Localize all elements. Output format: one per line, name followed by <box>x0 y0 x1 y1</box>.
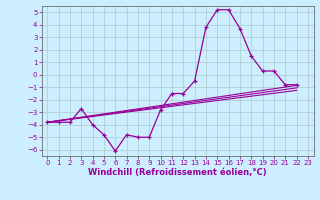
X-axis label: Windchill (Refroidissement éolien,°C): Windchill (Refroidissement éolien,°C) <box>88 168 267 177</box>
